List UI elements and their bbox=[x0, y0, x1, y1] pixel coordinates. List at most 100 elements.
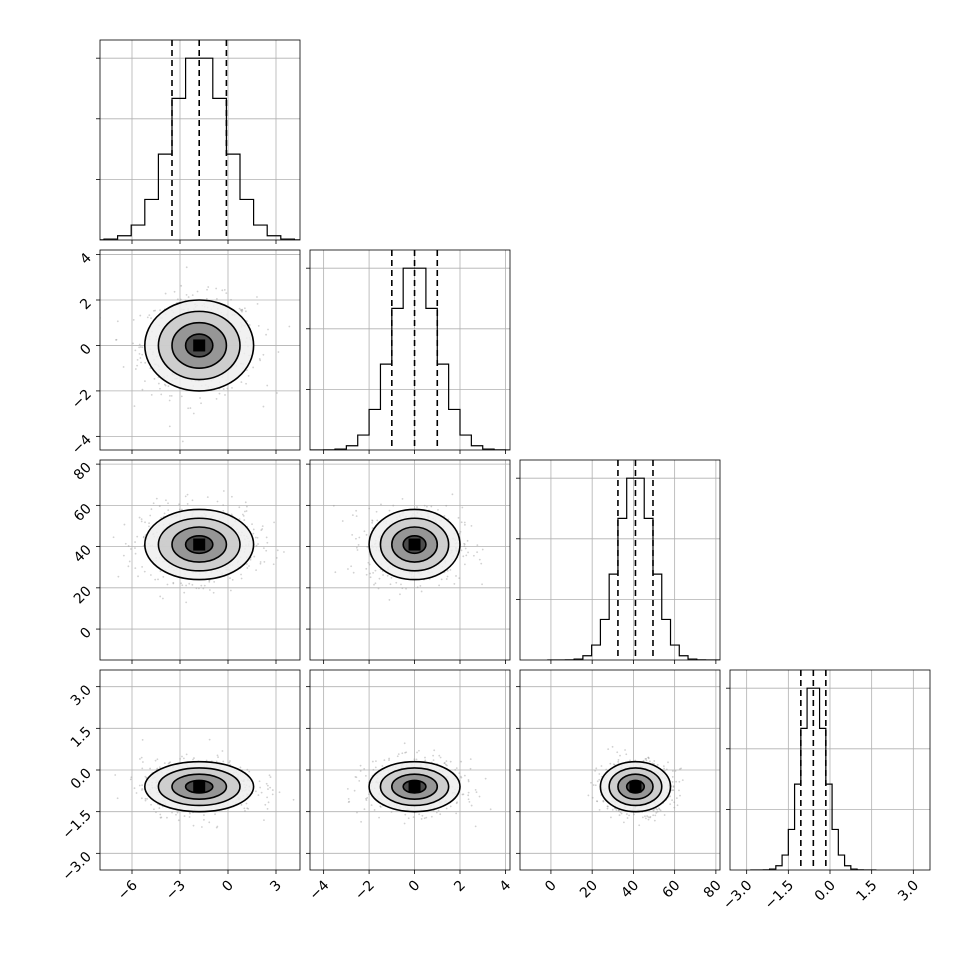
scatter-point bbox=[468, 800, 471, 803]
scatter-point bbox=[475, 791, 478, 794]
scatter-point bbox=[292, 798, 295, 801]
contour-line bbox=[157, 310, 241, 381]
scatter-point bbox=[222, 760, 225, 763]
scatter-point bbox=[445, 578, 448, 580]
scatter-point bbox=[382, 574, 384, 576]
scatter-point bbox=[388, 509, 391, 512]
scatter-point bbox=[159, 595, 162, 598]
scatter-point bbox=[376, 519, 379, 522]
panel-3-1 bbox=[306, 669, 511, 874]
scatter-point bbox=[185, 266, 188, 269]
scatter-point bbox=[195, 587, 198, 590]
scatter-point bbox=[154, 759, 157, 762]
scatter-point bbox=[160, 816, 163, 819]
scatter-point bbox=[401, 497, 404, 500]
scatter-point bbox=[420, 590, 423, 593]
scatter-point bbox=[156, 767, 159, 770]
scatter-point bbox=[246, 768, 249, 771]
scatter-point bbox=[162, 597, 164, 600]
scatter-point bbox=[159, 309, 161, 312]
scatter-point bbox=[656, 808, 659, 811]
scatter-point bbox=[416, 586, 419, 589]
scatter-point bbox=[425, 505, 428, 508]
scatter-point bbox=[681, 779, 684, 782]
scatter-point bbox=[122, 554, 125, 557]
scatter-point bbox=[257, 324, 260, 327]
scatter-point bbox=[170, 394, 173, 397]
scatter-point bbox=[389, 583, 392, 586]
scatter-point bbox=[122, 366, 125, 368]
scatter-point bbox=[223, 288, 226, 291]
scatter-point bbox=[266, 796, 269, 799]
scatter-point bbox=[263, 560, 266, 563]
scatter-point bbox=[607, 748, 610, 751]
scatter-point bbox=[613, 763, 616, 766]
scatter-point bbox=[229, 760, 231, 762]
scatter-point bbox=[374, 569, 377, 572]
scatter-point bbox=[602, 799, 605, 802]
contour-line bbox=[143, 508, 255, 581]
scatter-point bbox=[163, 512, 166, 515]
scatter-point bbox=[594, 784, 597, 787]
scatter-point bbox=[150, 317, 152, 320]
scatter-point bbox=[208, 821, 211, 824]
scatter-point bbox=[192, 824, 195, 827]
scatter-point bbox=[461, 506, 464, 509]
scatter-point bbox=[247, 374, 250, 377]
scatter-point bbox=[141, 388, 144, 391]
contour-line bbox=[171, 526, 228, 563]
contour-line bbox=[143, 760, 255, 813]
scatter-point bbox=[355, 515, 358, 518]
scatter-point bbox=[179, 758, 181, 760]
scatter-point bbox=[266, 384, 269, 387]
scatter-point bbox=[202, 587, 205, 590]
scatter-point bbox=[158, 807, 161, 809]
y-tick-label: −1.5 bbox=[59, 807, 94, 842]
scatter-point bbox=[430, 815, 433, 818]
scatter-point bbox=[228, 761, 231, 764]
scatter-point bbox=[243, 307, 246, 310]
scatter-point bbox=[466, 539, 469, 542]
scatter-point bbox=[446, 575, 449, 578]
scatter-point bbox=[242, 514, 245, 517]
scatter-point bbox=[598, 808, 601, 811]
scatter-point bbox=[266, 807, 269, 810]
contour-line bbox=[368, 760, 461, 813]
scatter-point bbox=[355, 509, 358, 512]
scatter-point bbox=[256, 536, 259, 539]
scatter-point bbox=[358, 536, 361, 539]
contour-line bbox=[625, 779, 646, 794]
scatter-point bbox=[240, 803, 243, 806]
y-tick-label: 0 bbox=[77, 625, 95, 643]
scatter-point bbox=[458, 772, 461, 775]
scatter-point bbox=[366, 796, 369, 799]
scatter-point bbox=[140, 756, 143, 759]
scatter-point bbox=[642, 759, 645, 762]
scatter-point bbox=[669, 803, 672, 806]
scatter-point bbox=[611, 745, 614, 748]
scatter-point bbox=[379, 806, 382, 808]
scatter-point bbox=[269, 776, 272, 778]
scatter-point bbox=[364, 775, 367, 777]
scatter-point bbox=[438, 754, 441, 757]
scatter-point bbox=[167, 509, 170, 512]
scatter-point bbox=[663, 767, 665, 770]
scatter-point bbox=[355, 546, 358, 549]
scatter-point bbox=[611, 808, 614, 811]
scatter-point bbox=[374, 766, 377, 769]
scatter-point bbox=[263, 819, 265, 822]
scatter-point bbox=[470, 524, 473, 527]
scatter-point bbox=[620, 812, 623, 815]
scatter-point bbox=[423, 504, 426, 507]
scatter-point bbox=[619, 811, 622, 814]
scatter-point bbox=[141, 784, 143, 787]
scatter-point bbox=[162, 575, 165, 578]
scatter-point bbox=[254, 536, 257, 539]
scatter-point bbox=[261, 525, 264, 528]
scatter-point bbox=[240, 308, 242, 311]
scatter-point bbox=[217, 756, 219, 759]
scatter-point bbox=[178, 503, 181, 506]
scatter-point bbox=[368, 507, 371, 510]
scatter-point bbox=[419, 584, 422, 587]
scatter-point bbox=[625, 753, 628, 756]
